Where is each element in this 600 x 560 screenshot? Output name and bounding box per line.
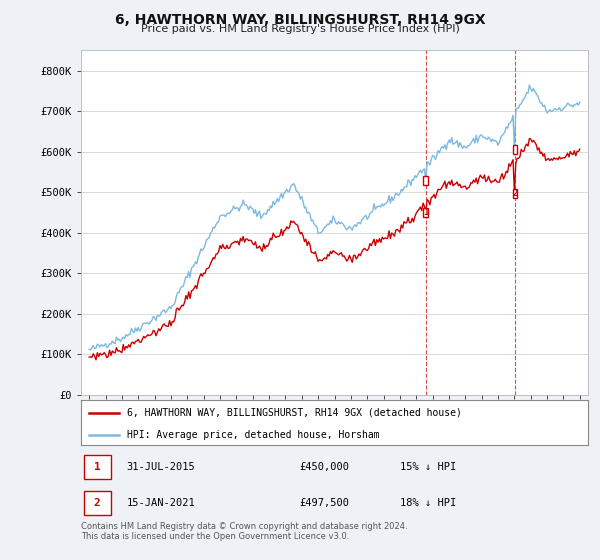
Text: £450,000: £450,000 [299, 462, 349, 472]
Text: 1: 1 [94, 462, 101, 472]
Text: 15-JAN-2021: 15-JAN-2021 [127, 498, 196, 507]
Text: 31-JUL-2015: 31-JUL-2015 [127, 462, 196, 472]
Text: 2: 2 [512, 189, 518, 198]
Text: 2: 2 [94, 498, 101, 507]
Text: £497,500: £497,500 [299, 498, 349, 507]
Bar [513, 145, 517, 154]
Text: 18% ↓ HPI: 18% ↓ HPI [400, 498, 457, 507]
Text: 6, HAWTHORN WAY, BILLINGSHURST, RH14 9GX: 6, HAWTHORN WAY, BILLINGSHURST, RH14 9GX [115, 13, 485, 27]
Bar [424, 208, 428, 217]
Text: 1: 1 [423, 208, 428, 217]
Bar [424, 176, 428, 185]
Text: 15% ↓ HPI: 15% ↓ HPI [400, 462, 457, 472]
Text: Price paid vs. HM Land Registry's House Price Index (HPI): Price paid vs. HM Land Registry's House … [140, 24, 460, 34]
Text: Contains HM Land Registry data © Crown copyright and database right 2024.
This d: Contains HM Land Registry data © Crown c… [81, 522, 407, 542]
Bar [83, 455, 112, 479]
Bar [83, 491, 112, 515]
Text: 6, HAWTHORN WAY, BILLINGSHURST, RH14 9GX (detached house): 6, HAWTHORN WAY, BILLINGSHURST, RH14 9GX… [127, 408, 461, 418]
Bar [513, 189, 517, 198]
Text: HPI: Average price, detached house, Horsham: HPI: Average price, detached house, Hors… [127, 430, 379, 440]
